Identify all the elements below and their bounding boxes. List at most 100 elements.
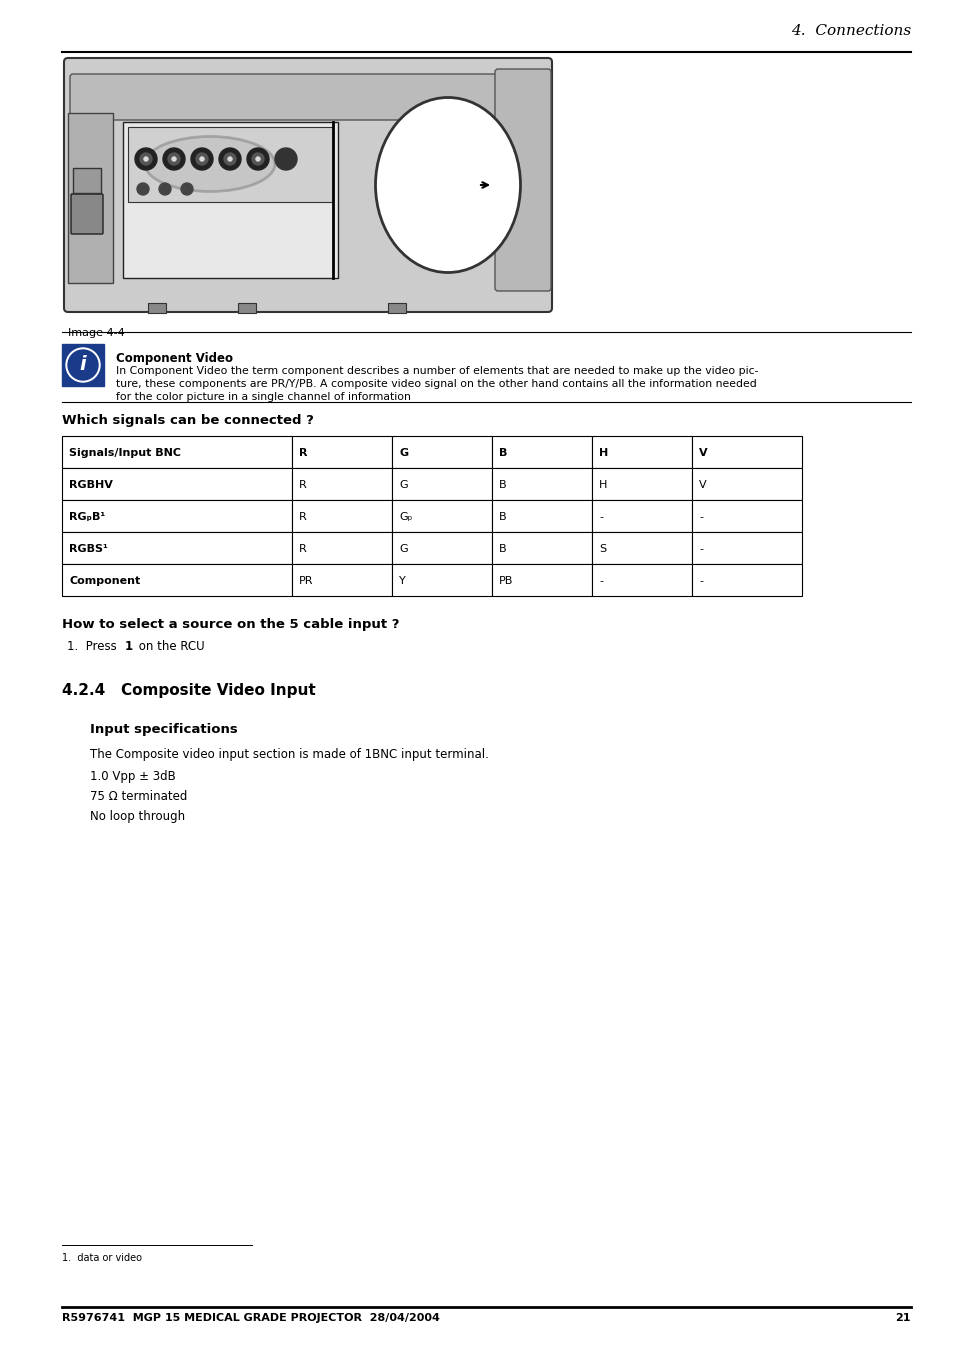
Text: RGBHV: RGBHV xyxy=(69,480,112,490)
Circle shape xyxy=(255,157,260,161)
Ellipse shape xyxy=(375,97,520,273)
Circle shape xyxy=(181,182,193,195)
Text: -: - xyxy=(699,576,702,586)
Circle shape xyxy=(191,149,213,170)
Bar xyxy=(62,345,104,386)
Circle shape xyxy=(163,149,185,170)
Text: -: - xyxy=(598,512,602,521)
Circle shape xyxy=(68,350,98,380)
Text: -: - xyxy=(699,512,702,521)
Text: PR: PR xyxy=(298,576,314,586)
Text: -: - xyxy=(699,544,702,554)
Bar xyxy=(691,467,801,500)
Bar xyxy=(62,467,292,500)
Bar xyxy=(62,563,292,596)
Bar xyxy=(392,467,492,500)
Bar xyxy=(292,500,392,532)
Text: G: G xyxy=(398,449,408,458)
Text: 75 Ω terminated: 75 Ω terminated xyxy=(90,790,187,802)
FancyBboxPatch shape xyxy=(495,69,551,290)
Text: RGBS¹: RGBS¹ xyxy=(69,544,108,554)
Bar xyxy=(62,500,292,532)
Circle shape xyxy=(228,157,232,161)
Bar xyxy=(292,563,392,596)
Text: ture, these components are PR/Y/PB. A composite video signal on the other hand c: ture, these components are PR/Y/PB. A co… xyxy=(116,380,756,389)
Bar xyxy=(128,127,333,203)
Circle shape xyxy=(195,153,208,165)
Text: H: H xyxy=(598,480,607,490)
Text: H: H xyxy=(598,449,608,458)
Text: 1.  data or video: 1. data or video xyxy=(62,1252,142,1263)
Bar xyxy=(392,436,492,467)
Circle shape xyxy=(172,157,175,161)
FancyBboxPatch shape xyxy=(70,74,545,120)
Bar xyxy=(62,436,292,467)
Circle shape xyxy=(144,157,148,161)
Bar xyxy=(492,436,592,467)
Circle shape xyxy=(274,149,296,170)
Text: 1.0 Vpp ± 3dB: 1.0 Vpp ± 3dB xyxy=(90,770,175,784)
Text: In Component Video the term component describes a number of elements that are ne: In Component Video the term component de… xyxy=(116,366,758,376)
Text: R: R xyxy=(298,480,307,490)
Bar xyxy=(292,532,392,563)
Text: The Composite video input section is made of 1BNC input terminal.: The Composite video input section is mad… xyxy=(90,748,488,761)
Text: 1: 1 xyxy=(125,640,133,653)
Text: B: B xyxy=(498,512,506,521)
Text: B: B xyxy=(498,544,506,554)
Bar xyxy=(492,532,592,563)
Bar xyxy=(592,500,691,532)
Text: R: R xyxy=(298,449,307,458)
Bar xyxy=(237,303,255,313)
Bar xyxy=(492,500,592,532)
Text: for the color picture in a single channel of information: for the color picture in a single channe… xyxy=(116,392,411,403)
Bar xyxy=(62,532,292,563)
Bar xyxy=(73,168,101,193)
Text: R5976741  MGP 15 MEDICAL GRADE PROJECTOR  28/04/2004: R5976741 MGP 15 MEDICAL GRADE PROJECTOR … xyxy=(62,1313,439,1323)
Bar xyxy=(388,303,406,313)
Bar xyxy=(592,563,691,596)
Text: Y: Y xyxy=(398,576,405,586)
Text: Gₚ: Gₚ xyxy=(398,512,412,521)
Circle shape xyxy=(247,149,269,170)
Text: S: S xyxy=(598,544,605,554)
Circle shape xyxy=(219,149,241,170)
Text: -: - xyxy=(598,576,602,586)
Bar xyxy=(148,303,166,313)
Text: on the RCU: on the RCU xyxy=(135,640,205,653)
Text: Which signals can be connected ?: Which signals can be connected ? xyxy=(62,413,314,427)
Text: R: R xyxy=(298,512,307,521)
Text: 4.  Connections: 4. Connections xyxy=(790,24,910,38)
Bar xyxy=(691,532,801,563)
Text: G: G xyxy=(398,480,407,490)
Bar xyxy=(292,467,392,500)
Bar xyxy=(392,532,492,563)
Bar xyxy=(392,563,492,596)
Text: How to select a source on the 5 cable input ?: How to select a source on the 5 cable in… xyxy=(62,617,399,631)
Circle shape xyxy=(140,153,152,165)
Circle shape xyxy=(137,182,149,195)
Text: R: R xyxy=(298,544,307,554)
Circle shape xyxy=(168,153,180,165)
Text: B: B xyxy=(498,480,506,490)
Bar xyxy=(492,467,592,500)
Bar xyxy=(592,532,691,563)
Text: RGₚB¹: RGₚB¹ xyxy=(69,512,105,521)
FancyBboxPatch shape xyxy=(64,58,552,312)
Bar xyxy=(691,436,801,467)
Bar xyxy=(592,467,691,500)
Text: PB: PB xyxy=(498,576,513,586)
Bar xyxy=(691,500,801,532)
Text: V: V xyxy=(699,449,707,458)
Text: Signals/Input BNC: Signals/Input BNC xyxy=(69,449,181,458)
Circle shape xyxy=(66,349,100,382)
Circle shape xyxy=(252,153,264,165)
FancyBboxPatch shape xyxy=(71,195,103,234)
Text: G: G xyxy=(398,544,407,554)
Bar xyxy=(292,436,392,467)
Bar xyxy=(592,436,691,467)
Text: Component: Component xyxy=(69,576,140,586)
Text: Image 4-4: Image 4-4 xyxy=(68,328,125,338)
Text: i: i xyxy=(80,355,86,374)
Bar xyxy=(68,113,112,282)
Ellipse shape xyxy=(145,136,274,192)
